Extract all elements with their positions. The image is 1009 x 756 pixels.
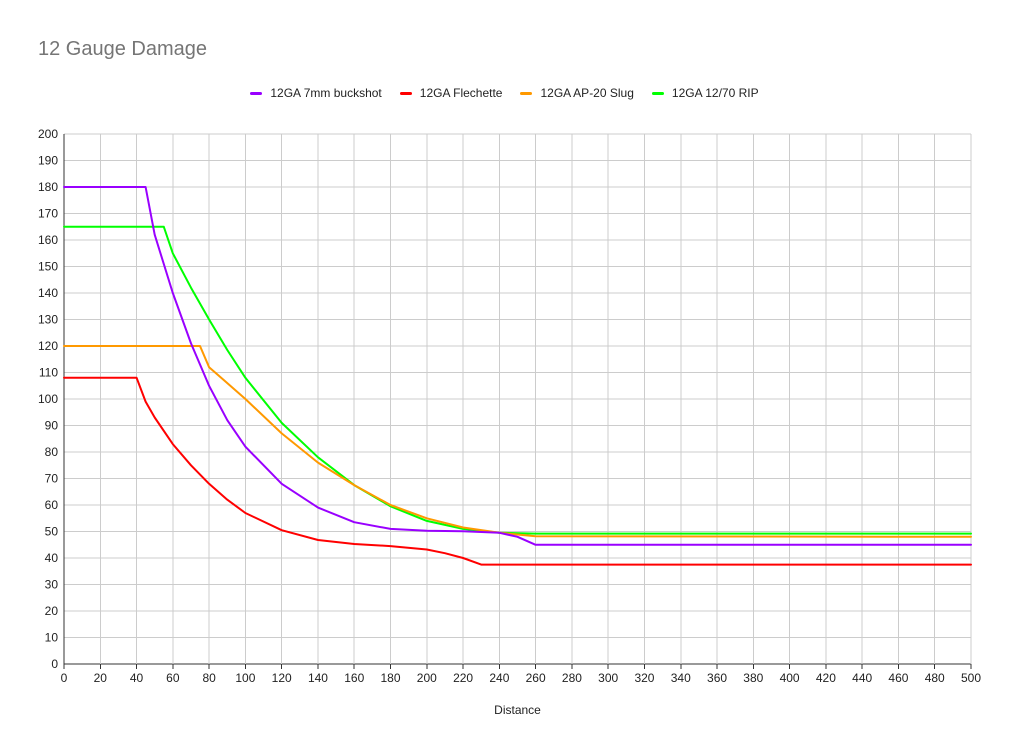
x-tick-label: 480 bbox=[925, 671, 945, 685]
y-tick-label: 110 bbox=[39, 366, 58, 380]
legend-item-rip[interactable]: 12GA 12/70 RIP bbox=[651, 86, 759, 100]
y-tick-label: 80 bbox=[45, 445, 59, 459]
y-tick-label: 0 bbox=[51, 657, 58, 671]
x-tick-label: 180 bbox=[381, 671, 401, 685]
y-tick-label: 30 bbox=[45, 578, 59, 592]
y-tick-label: 130 bbox=[38, 313, 58, 327]
legend-swatch-buckshot bbox=[250, 91, 263, 95]
legend-item-slug[interactable]: 12GA AP-20 Slug bbox=[520, 86, 634, 100]
x-tick-label: 140 bbox=[308, 671, 328, 685]
x-tick-label: 300 bbox=[598, 671, 618, 685]
y-tick-label: 170 bbox=[38, 207, 58, 221]
series-line-1 bbox=[63, 376, 972, 566]
x-tick-label: 420 bbox=[816, 671, 836, 685]
chart-title: 12 Gauge Damage bbox=[38, 38, 208, 60]
y-tick-label: 120 bbox=[38, 339, 58, 353]
x-tick-label: 160 bbox=[344, 671, 364, 685]
y-tick-label: 160 bbox=[38, 233, 58, 247]
y-tick-label: 150 bbox=[38, 260, 58, 274]
y-tick-label: 20 bbox=[45, 604, 59, 618]
y-tick-label: 140 bbox=[38, 286, 58, 300]
x-tick-label: 60 bbox=[166, 671, 180, 685]
y-tick-label: 70 bbox=[45, 472, 59, 486]
x-tick-label: 40 bbox=[130, 671, 144, 685]
x-tick-label: 400 bbox=[780, 671, 800, 685]
legend-swatch-rip bbox=[651, 91, 664, 95]
x-tick-label: 220 bbox=[453, 671, 473, 685]
y-tick-label: 190 bbox=[38, 154, 58, 168]
x-tick-label: 20 bbox=[94, 671, 108, 685]
legend-item-flechette[interactable]: 12GA Flechette bbox=[399, 86, 503, 100]
legend-label-rip: 12GA 12/70 RIP bbox=[671, 86, 759, 100]
legend-item-buckshot[interactable]: 12GA 7mm buckshot bbox=[250, 86, 382, 100]
series-line-3 bbox=[63, 225, 972, 535]
x-tick-label: 460 bbox=[888, 671, 908, 685]
y-tick-label: 40 bbox=[45, 551, 59, 565]
chart-legend: 12GA 7mm buckshot 12GA Flechette 12GA AP… bbox=[0, 86, 1009, 100]
x-tick-label: 100 bbox=[235, 671, 255, 685]
series-line-0 bbox=[63, 186, 972, 546]
legend-label-slug: 12GA AP-20 Slug bbox=[540, 86, 634, 100]
x-tick-label: 80 bbox=[202, 671, 216, 685]
y-tick-label: 100 bbox=[38, 392, 58, 406]
x-tick-label: 260 bbox=[526, 671, 546, 685]
y-tick-label: 10 bbox=[45, 631, 59, 645]
x-axis-title: Distance bbox=[494, 703, 541, 717]
y-tick-label: 50 bbox=[45, 525, 59, 539]
x-tick-label: 340 bbox=[671, 671, 691, 685]
x-tick-label: 200 bbox=[417, 671, 437, 685]
x-tick-label: 380 bbox=[743, 671, 763, 685]
x-tick-label: 320 bbox=[634, 671, 654, 685]
y-tick-label: 200 bbox=[38, 127, 58, 141]
series-line-2 bbox=[63, 345, 972, 538]
legend-swatch-flechette bbox=[399, 91, 412, 95]
y-tick-label: 60 bbox=[45, 498, 59, 512]
y-tick-label: 180 bbox=[38, 180, 58, 194]
legend-label-flechette: 12GA Flechette bbox=[419, 86, 503, 100]
x-tick-label: 0 bbox=[61, 671, 68, 685]
y-tick-label: 90 bbox=[45, 419, 59, 433]
x-tick-label: 360 bbox=[707, 671, 727, 685]
x-tick-label: 120 bbox=[272, 671, 292, 685]
legend-swatch-slug bbox=[520, 91, 533, 95]
legend-label-buckshot: 12GA 7mm buckshot bbox=[270, 86, 382, 100]
x-tick-label: 280 bbox=[562, 671, 582, 685]
x-tick-label: 240 bbox=[489, 671, 509, 685]
x-tick-label: 440 bbox=[852, 671, 872, 685]
x-tick-label: 500 bbox=[961, 671, 981, 685]
